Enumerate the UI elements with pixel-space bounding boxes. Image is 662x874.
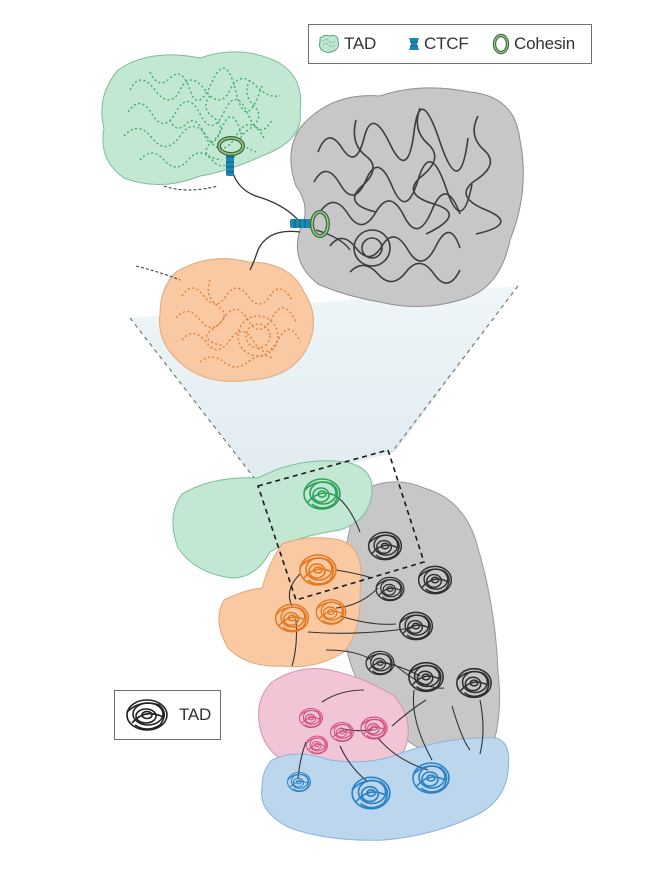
tad-green-top xyxy=(101,51,302,186)
loose-strand-green xyxy=(163,185,219,191)
legend-item-ctcf: CTCF xyxy=(407,25,469,63)
legend: TAD CTCF Cohesin xyxy=(308,24,592,64)
inset-legend: TAD xyxy=(114,690,221,740)
tad-orange-top xyxy=(159,258,315,382)
ctcf-cohesin-complex-1 xyxy=(217,136,245,176)
chromatin-strands-top xyxy=(231,169,351,271)
inset-legend-label-tad: TAD xyxy=(179,705,212,724)
legend-label-cohesin: Cohesin xyxy=(514,34,575,53)
tad-gray-top xyxy=(290,87,524,307)
legend-item-tad: TAD xyxy=(317,25,376,63)
inset-legend-item-tad: TAD xyxy=(122,691,211,739)
ctcf-icon xyxy=(409,38,419,50)
tad-gray-top-fiber xyxy=(313,107,502,284)
legend-item-cohesin: Cohesin xyxy=(491,25,575,63)
tad-green-bottom xyxy=(172,460,373,579)
tad-coil-icon xyxy=(126,699,168,731)
ctcf-icon xyxy=(226,152,234,176)
tad-blob-icon xyxy=(318,34,339,53)
legend-label-ctcf: CTCF xyxy=(424,34,469,53)
zoom-line-right xyxy=(391,285,519,453)
ctcf-cohesin-complex-2 xyxy=(290,210,330,238)
ctcf-icon xyxy=(290,219,312,228)
zoom-line-left xyxy=(129,317,263,489)
chromatin-strands-bottom xyxy=(288,495,484,783)
loose-strand-left xyxy=(135,265,181,281)
cohesin-ring-icon xyxy=(492,33,510,55)
tad-green-top-fiber xyxy=(123,67,281,168)
zoom-box xyxy=(256,449,426,601)
legend-label-tad: TAD xyxy=(344,34,377,53)
tad-orange-top-fiber xyxy=(175,279,301,368)
